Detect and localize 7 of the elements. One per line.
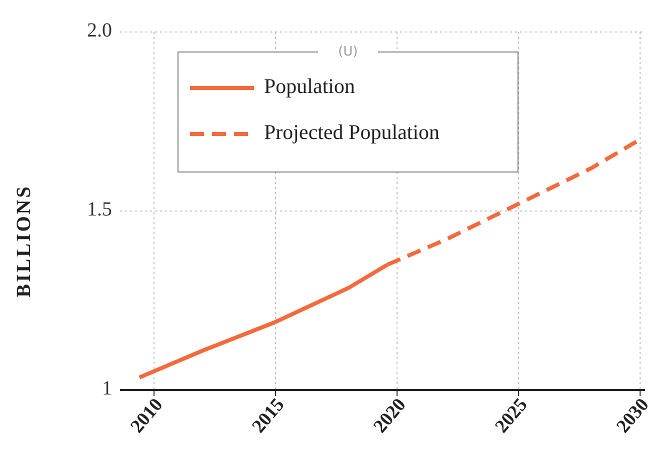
y-tick-label: 1.5 xyxy=(87,198,112,221)
legend-label: Population xyxy=(264,74,356,98)
y-tick-label: 2.0 xyxy=(87,20,112,42)
y-tick-label: 1 xyxy=(102,378,112,400)
y-axis-title: BILLIONS xyxy=(13,184,35,298)
legend-label: Projected Population xyxy=(264,120,440,144)
legend-title: (U) xyxy=(338,44,358,60)
